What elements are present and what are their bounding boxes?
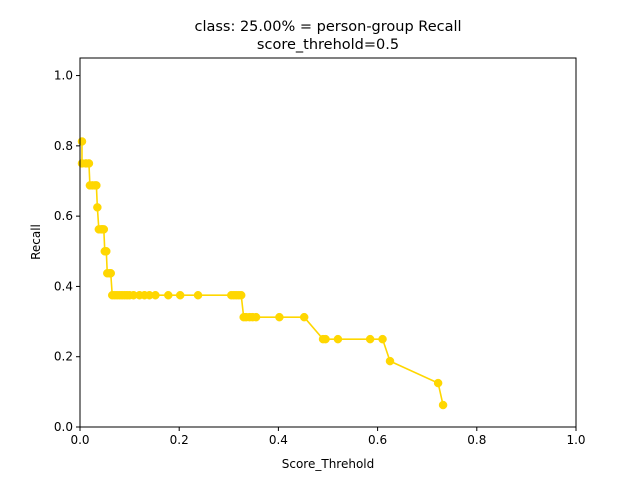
data-point [236,290,246,300]
y-tick-label: 0.2 [54,350,73,364]
y-tick-label: 0.6 [54,209,73,223]
x-tick-label: 0.6 [368,433,387,447]
y-axis-label: Recall [29,224,43,260]
data-point [164,290,173,300]
data-point [251,312,261,322]
data-point [102,247,111,256]
data-point [299,312,309,322]
x-tick-label: 0.8 [467,433,486,447]
data-point [433,378,443,388]
y-tick-label: 0.4 [54,279,73,293]
chart-title: class: 25.00% = person-group Recall scor… [194,19,461,53]
data-point [99,225,109,234]
data-point [385,356,395,366]
data-point [321,334,330,344]
y-tick-label: 0.8 [54,139,73,153]
data-point [438,400,448,410]
x-tick-label: 0.0 [70,433,89,447]
data-point [275,312,284,322]
data-point [175,290,185,300]
data-point [106,269,116,278]
data-point [333,334,343,344]
chart-title-line-1: class: 25.00% = person-group Recall [194,19,461,35]
y-axis-ticks: 0.0 0.2 0.4 0.6 0.8 1.0 [54,69,80,434]
plot-area [80,58,576,427]
plot-frame [79,57,577,428]
chart-title-line-2: score_threhold=0.5 [257,37,399,53]
x-axis-label: Score_Threhold [282,457,375,471]
data-point [151,290,160,300]
y-tick-label: 0.0 [54,420,73,434]
data-point [92,181,101,190]
data-point [193,290,203,300]
x-tick-label: 0.4 [269,433,288,447]
data-point [365,334,375,344]
x-axis-ticks: 0.0 0.2 0.4 0.6 0.8 1.0 [70,427,586,447]
series-group [77,137,448,410]
x-tick-label: 1.0 [566,433,585,447]
data-point [84,159,94,168]
x-tick-label: 0.2 [170,433,189,447]
data-point [93,203,102,212]
y-tick-label: 1.0 [54,69,73,83]
data-point [378,334,387,344]
data-point [77,137,87,146]
